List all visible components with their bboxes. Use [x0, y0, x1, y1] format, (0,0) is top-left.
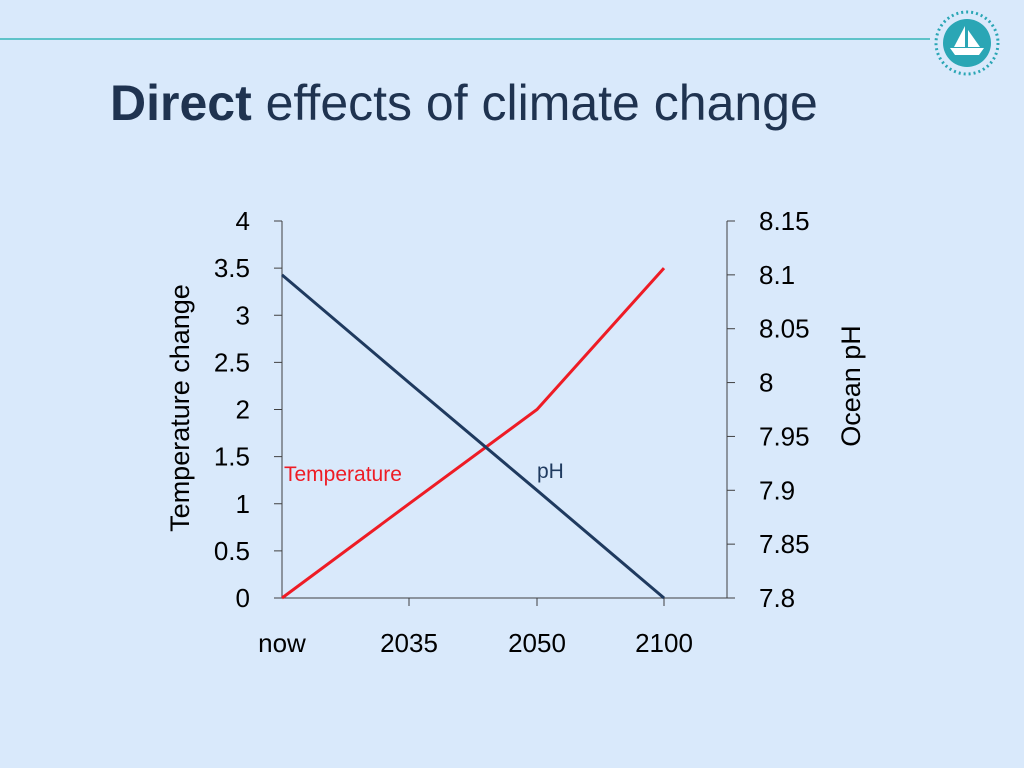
right-y-axis-title: Ocean pH [836, 325, 866, 447]
x-tick-label: 2050 [508, 628, 566, 658]
temperature-series-line [281, 267, 666, 600]
title-bold: Direct [110, 75, 252, 131]
sailing-ship-logo-icon [934, 10, 1000, 76]
right-y-tick-label: 7.8 [759, 583, 795, 613]
header-rule [0, 38, 930, 40]
right-y-tick-label: 7.95 [759, 421, 810, 451]
left-y-tick-label: 0 [236, 583, 250, 613]
left-y-tick-label: 4 [236, 206, 250, 236]
left-y-tick-label: 3.5 [214, 253, 250, 283]
x-tick-label: 2100 [635, 628, 693, 658]
right-y-tick-label: 7.9 [759, 475, 795, 505]
right-y-tick-label: 8.15 [759, 206, 810, 236]
ph-series-line [281, 273, 665, 600]
left-y-tick-label: 1.5 [214, 442, 250, 472]
left-y-tick-label: 2.5 [214, 347, 250, 377]
right-y-tick-label: 8.1 [759, 260, 795, 290]
right-y-tick-label: 8.05 [759, 314, 810, 344]
right-y-tick-label: 8 [759, 368, 773, 398]
left-y-tick-label: 1 [236, 489, 250, 519]
slide-title: Direct effects of climate change [110, 74, 818, 132]
ph-series-label: pH [537, 460, 564, 483]
left-y-tick-label: 0.5 [214, 536, 250, 566]
x-tick-label: now [258, 628, 306, 658]
left-y-axis-title: Temperature change [165, 284, 195, 532]
x-tick-label: 2035 [380, 628, 438, 658]
temperature-series-label: Temperature [284, 463, 402, 486]
left-y-tick-label: 2 [236, 395, 250, 425]
right-y-tick-label: 7.85 [759, 529, 810, 559]
left-y-tick-label: 3 [236, 300, 250, 330]
title-rest: effects of climate change [251, 75, 818, 131]
